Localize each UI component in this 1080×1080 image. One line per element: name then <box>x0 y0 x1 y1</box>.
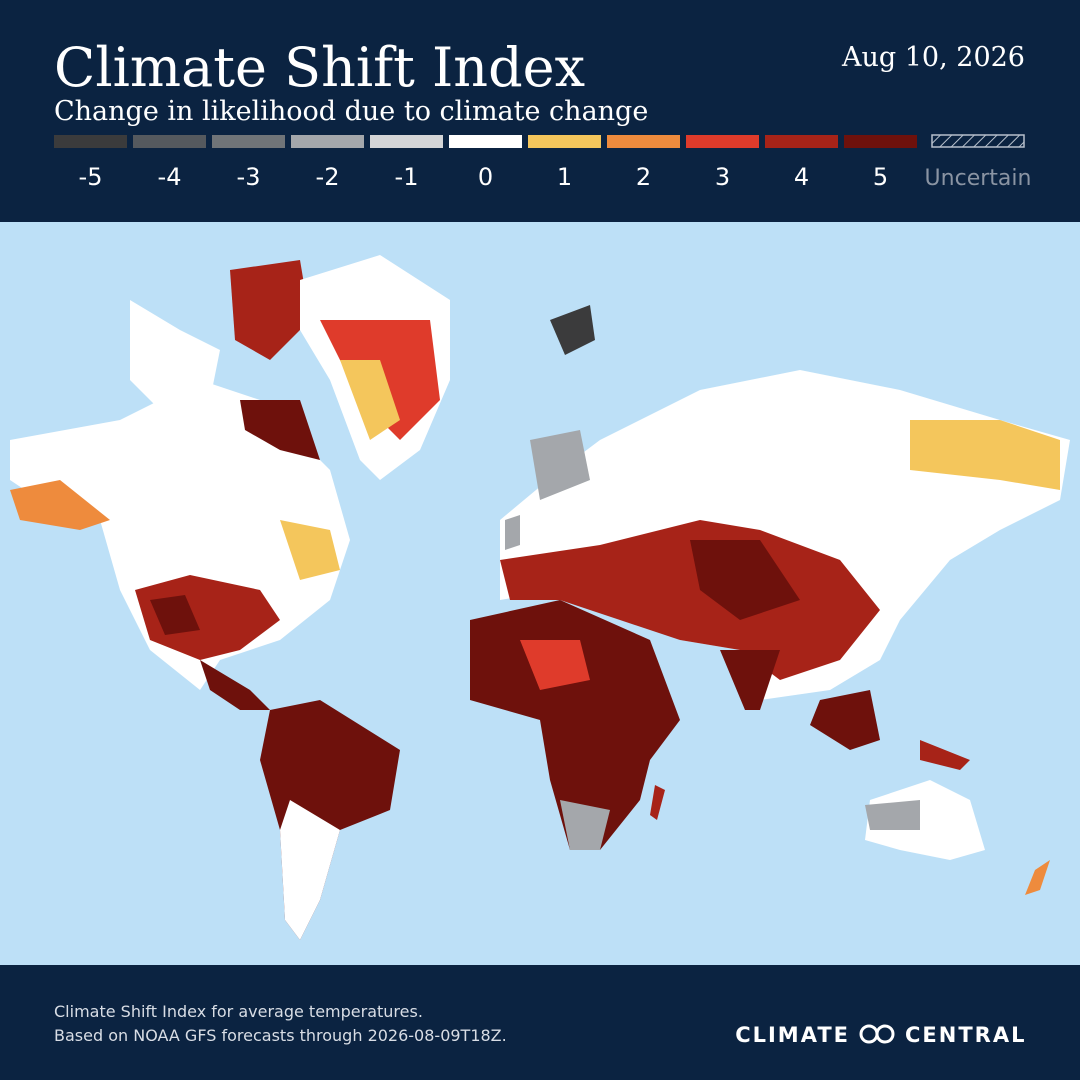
land <box>130 300 220 410</box>
logo-text: CENTRAL <box>905 1023 1026 1047</box>
land <box>650 785 665 820</box>
legend-swatch <box>291 135 364 148</box>
legend-swatch <box>133 135 206 148</box>
land <box>470 600 680 850</box>
land <box>910 420 1060 490</box>
legend-swatch <box>765 135 838 148</box>
land <box>865 780 985 860</box>
land <box>200 660 270 710</box>
land <box>240 400 320 460</box>
land <box>520 640 590 690</box>
land <box>500 520 880 680</box>
header-bg <box>0 0 1080 222</box>
legend-swatch <box>607 135 680 148</box>
subtitle: Change in likelihood due to climate chan… <box>54 96 648 127</box>
land <box>505 515 520 550</box>
land <box>230 260 310 360</box>
logo-text: CLIMATE <box>735 1023 850 1047</box>
legend-swatch <box>212 135 285 148</box>
legend-label: 0 <box>478 163 493 191</box>
map <box>0 222 1080 965</box>
legend-swatch <box>54 135 127 148</box>
legend-label: 3 <box>715 163 730 191</box>
legend-swatch <box>528 135 601 148</box>
legend-label: 2 <box>636 163 651 191</box>
legend-swatch <box>449 135 522 148</box>
footer-note: Climate Shift Index for average temperat… <box>54 1002 423 1021</box>
legend-label: -1 <box>395 163 419 191</box>
legend-label: 1 <box>557 163 572 191</box>
land <box>810 690 880 750</box>
legend: -5 -4 -3 -2 -1 0 1 2 3 4 5 Uncertain <box>54 134 1032 191</box>
land <box>920 740 970 770</box>
legend-label: 5 <box>873 163 888 191</box>
land <box>720 650 780 710</box>
logo-icon <box>859 1024 895 1044</box>
land <box>560 800 610 850</box>
footer-bg <box>0 965 1080 1080</box>
legend-swatch <box>686 135 759 148</box>
land <box>150 595 200 635</box>
legend-swatch <box>844 135 917 148</box>
land <box>280 800 340 940</box>
legend-label: Uncertain <box>925 166 1032 191</box>
land <box>280 520 340 580</box>
land <box>135 575 280 660</box>
legend-label: -5 <box>79 163 103 191</box>
land <box>530 430 590 500</box>
legend-label: -2 <box>316 163 340 191</box>
title: Climate Shift Index <box>54 36 585 99</box>
land <box>10 480 110 530</box>
legend-swatch <box>370 135 443 148</box>
legend-label: -3 <box>237 163 261 191</box>
date: Aug 10, 2026 <box>841 42 1025 73</box>
legend-label: 4 <box>794 163 809 191</box>
land <box>550 305 595 355</box>
land <box>1025 860 1050 895</box>
land <box>865 800 920 830</box>
land <box>340 360 400 440</box>
legend-label: -4 <box>158 163 182 191</box>
legend-swatch <box>931 134 1025 148</box>
land <box>690 540 800 620</box>
footer-note: Based on NOAA GFS forecasts through 2026… <box>54 1026 507 1045</box>
